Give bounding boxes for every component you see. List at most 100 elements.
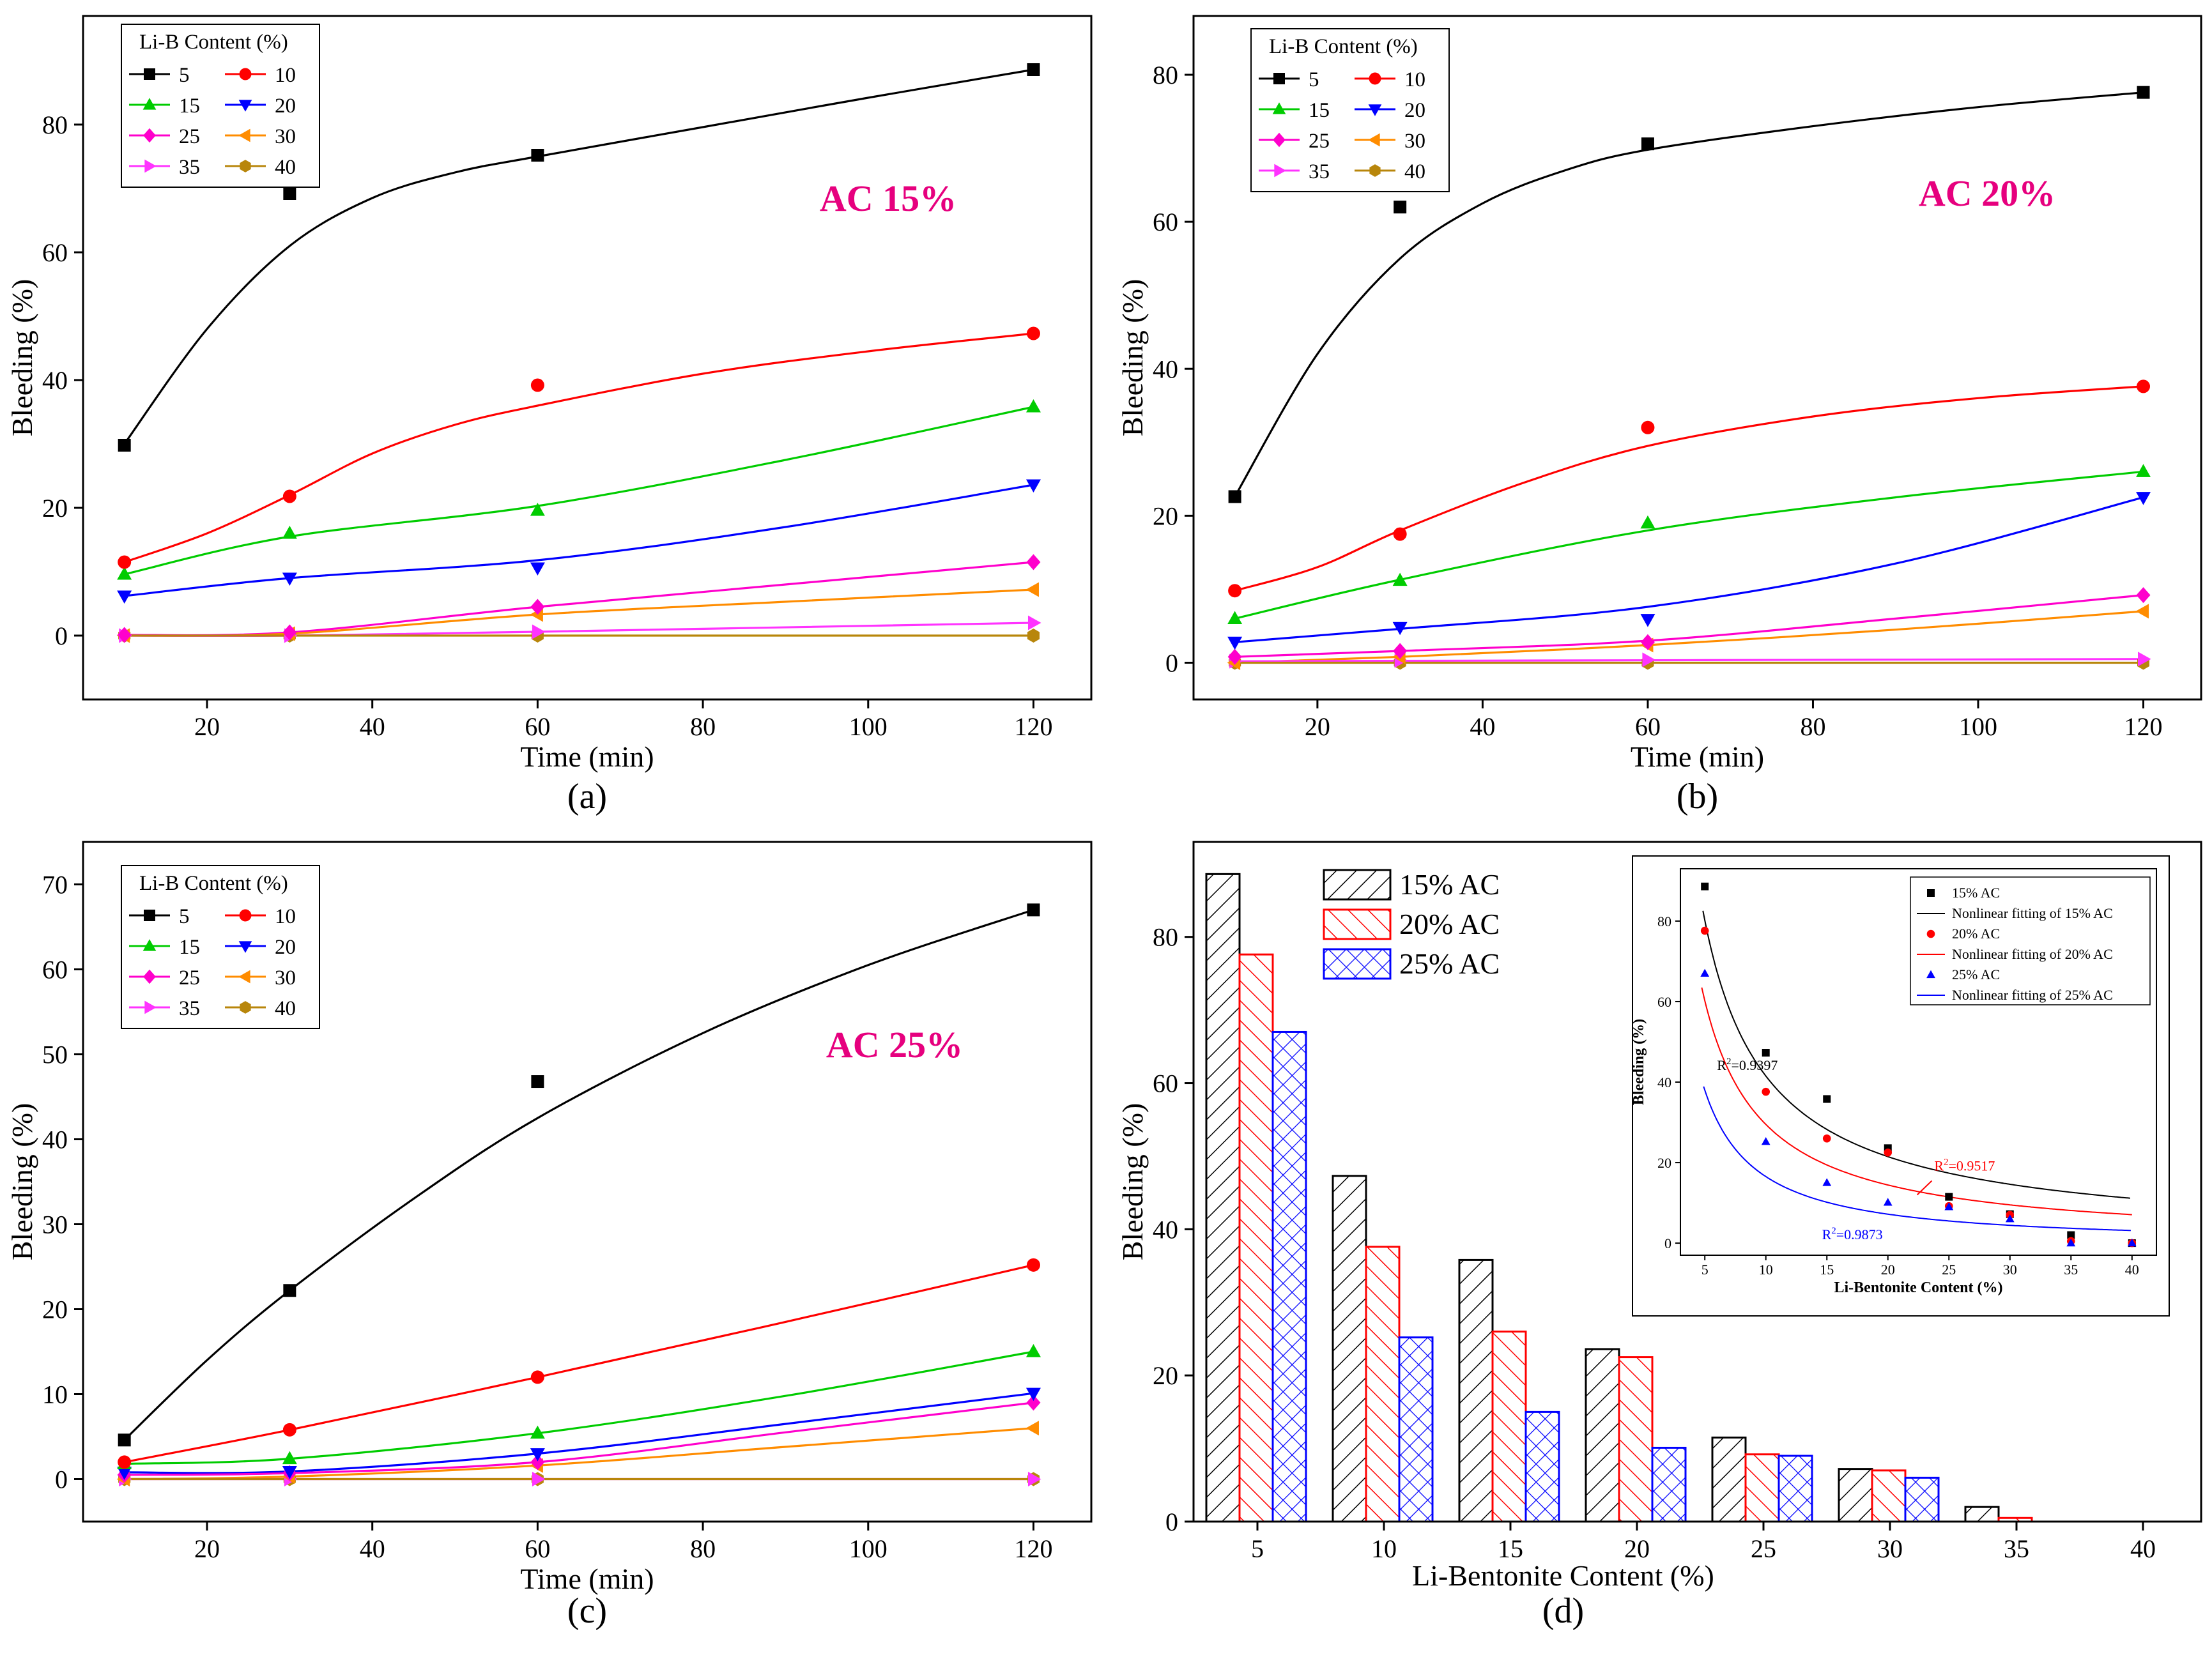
inset-data-point — [1945, 1193, 1953, 1201]
y-tick-label: 70 — [42, 871, 68, 899]
inset-data-point — [1883, 1198, 1893, 1206]
y-tick-label: 40 — [42, 366, 68, 395]
y-axis-title: Bleeding (%) — [6, 1103, 38, 1261]
legend-marker-10 — [239, 68, 252, 80]
data-point-5 — [531, 149, 544, 162]
y-tick-label: 80 — [42, 111, 68, 139]
x-tick-label: 5 — [1251, 1534, 1264, 1563]
data-point-10 — [1228, 584, 1242, 598]
data-point-5 — [283, 1284, 296, 1297]
inset-x-tick-label: 40 — [2125, 1262, 2139, 1278]
bar-20-ac — [1238, 953, 1274, 1523]
data-point-5 — [1394, 201, 1407, 214]
legend-label-5: 5 — [1309, 68, 1319, 91]
fit-line-20 — [124, 484, 1034, 597]
data-point-35 — [1027, 1472, 1041, 1486]
inset-data-point — [2066, 1238, 2076, 1247]
legend-title: Li-B Content (%) — [1269, 35, 1418, 58]
panel-label: (b) — [1677, 777, 1718, 816]
data-point-35 — [2138, 652, 2151, 667]
bar-25-ac — [1525, 1410, 1560, 1523]
data-point-15 — [530, 1425, 545, 1439]
r-squared-label: R2=0.9397 — [1717, 1057, 1778, 1073]
y-tick-label: 0 — [55, 622, 68, 650]
y-tick-label: 30 — [42, 1210, 68, 1239]
legend-marker-15 — [142, 98, 157, 110]
inset-x-tick-label: 20 — [1881, 1262, 1895, 1278]
y-tick-label: 10 — [42, 1380, 68, 1409]
y-axis-title: Bleeding (%) — [1116, 279, 1149, 437]
fit-line-25 — [1234, 594, 2144, 658]
y-tick-label: 20 — [42, 1295, 68, 1324]
legend-label-30: 30 — [275, 966, 296, 989]
fit-line-35 — [1234, 658, 2144, 662]
fit-line-20 — [1234, 496, 2144, 643]
inset-data-point — [1761, 1137, 1770, 1145]
bar-20-ac — [1618, 1356, 1654, 1523]
fit-line-30 — [124, 588, 1034, 637]
y-tick-label: 0 — [1165, 1508, 1178, 1536]
inset-legend-label: Nonlinear fitting of 15% AC — [1952, 905, 2113, 921]
legend-label-10: 10 — [1404, 68, 1425, 91]
y-tick-label: 40 — [42, 1126, 68, 1154]
y-axis-title: Bleeding (%) — [6, 279, 38, 437]
legend-marker-5 — [1273, 73, 1285, 84]
x-tick-label: 20 — [194, 712, 220, 741]
inset-data-point — [1884, 1148, 1893, 1157]
legend-marker-15 — [142, 939, 157, 951]
panel-label: (d) — [1542, 1591, 1584, 1631]
panel-label: (a) — [567, 777, 607, 816]
data-point-5 — [1641, 137, 1654, 151]
data-point-25 — [530, 1454, 545, 1470]
bar-25-ac — [1398, 1336, 1434, 1523]
ac-annotation: AC 15% — [820, 178, 956, 219]
inset-x-tick-label: 15 — [1820, 1262, 1834, 1278]
y-axis-title: Bleeding (%) — [1116, 1103, 1149, 1261]
legend-label-20: 20 — [275, 936, 296, 959]
data-point-30 — [2135, 604, 2149, 619]
data-point-20 — [2136, 492, 2151, 505]
legend-marker-30 — [238, 128, 250, 142]
x-tick-label: 100 — [1959, 712, 1997, 741]
fit-line-15 — [1234, 470, 2144, 620]
y-tick-label: 20 — [1153, 1361, 1178, 1390]
data-point-25 — [1227, 648, 1242, 665]
inset-x-axis-title: Li-Bentonite Content (%) — [1834, 1279, 2003, 1296]
legend-label-40: 40 — [275, 997, 296, 1020]
inset-y-tick-label: 0 — [1664, 1235, 1671, 1251]
data-point-10 — [118, 1455, 132, 1469]
y-tick-label: 60 — [1153, 1069, 1178, 1098]
data-point-20 — [530, 562, 545, 576]
data-point-15 — [282, 1451, 297, 1465]
bar-20-ac — [1365, 1246, 1401, 1523]
legend-title: Li-B Content (%) — [139, 872, 288, 895]
inset-x-tick-label: 25 — [1942, 1262, 1956, 1278]
fit-line-5 — [123, 68, 1034, 445]
data-point-25 — [1026, 1394, 1041, 1411]
chart-panel-b: 20 40 60 80 100 120 0 20 40 60 80 Time (min) Bleedin… — [1116, 15, 2202, 816]
x-tick-label: 80 — [690, 712, 716, 741]
inset-data-point — [1822, 1134, 1831, 1143]
legend-label-35: 35 — [179, 997, 200, 1020]
x-tick-label: 120 — [1014, 1534, 1052, 1563]
data-point-20 — [1640, 614, 1655, 627]
x-tick-label: 20 — [1305, 712, 1330, 741]
legend-marker-10 — [1369, 72, 1381, 85]
legend-label-5: 5 — [179, 64, 190, 87]
x-tick-label: 35 — [2004, 1534, 2029, 1563]
inset-y-tick-label: 80 — [1657, 913, 1671, 929]
data-point-15 — [1640, 515, 1655, 529]
legend-marker-10 — [239, 909, 252, 922]
legend-marker-30 — [1368, 133, 1380, 147]
inset-legend-label: 25% AC — [1952, 966, 2000, 982]
data-point-15 — [1025, 1344, 1041, 1357]
data-point-5 — [118, 439, 131, 452]
data-point-10 — [1641, 420, 1655, 434]
y-tick-label: 20 — [1153, 501, 1178, 530]
bar-15-ac — [1838, 1468, 1873, 1523]
inset-y-axis-title: Bleeding (%) — [1631, 1019, 1647, 1105]
legend-label: 20% AC — [1399, 908, 1500, 940]
inset-y-tick-label: 60 — [1657, 994, 1671, 1010]
legend-label-15: 15 — [179, 936, 200, 959]
data-point-15 — [117, 567, 132, 580]
